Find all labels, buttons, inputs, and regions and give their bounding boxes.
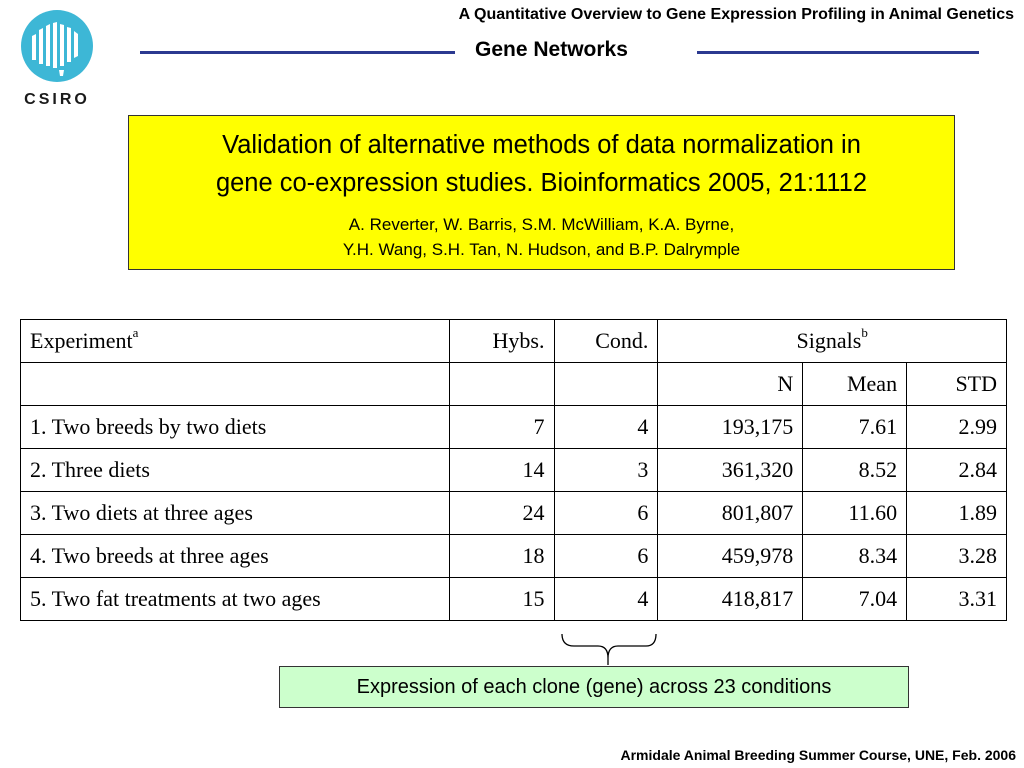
subheader-n: N [657, 362, 804, 406]
header-cond: Cond. [553, 319, 659, 363]
cell-std: 3.31 [906, 577, 1007, 621]
subheader-empty [20, 362, 450, 406]
table-row: 3. Two diets at three ages 24 6 801,807 … [20, 491, 1007, 535]
authors-line-2: Y.H. Wang, S.H. Tan, N. Hudson, and B.P.… [342, 240, 741, 259]
footnote-marker-a: a [132, 325, 139, 340]
subheader-std: STD [906, 362, 1007, 406]
cell-hybs: 14 [448, 448, 555, 492]
footer-text: Armidale Animal Breeding Summer Course, … [620, 747, 1017, 763]
header-hybs: Hybs. [448, 319, 555, 363]
cell-hybs: 15 [448, 577, 555, 621]
cell-cond: 4 [553, 405, 659, 449]
cell-mean: 7.04 [802, 577, 908, 621]
conditions-callout: Expression of each clone (gene) across 2… [279, 666, 909, 708]
cell-hybs: 24 [448, 491, 555, 535]
header-experiment: Experimenta [20, 319, 450, 363]
cell-n: 361,320 [657, 448, 804, 492]
cell-experiment: 4. Two breeds at three ages [20, 534, 450, 578]
table-row: 5. Two fat treatments at two ages 15 4 4… [20, 577, 1007, 621]
subheader-empty [448, 362, 555, 406]
cell-mean: 11.60 [802, 491, 908, 535]
table-row: 1. Two breeds by two diets 7 4 193,175 7… [20, 405, 1007, 449]
cell-n: 193,175 [657, 405, 804, 449]
citation-box: Validation of alternative methods of dat… [128, 115, 955, 270]
table-row: 4. Two breeds at three ages 18 6 459,978… [20, 534, 1007, 578]
paper-title-line-1: Validation of alternative methods of dat… [222, 131, 861, 159]
header-rule-right [697, 51, 979, 54]
cell-n: 459,978 [657, 534, 804, 578]
cell-hybs: 18 [448, 534, 555, 578]
table-subheader-row: N Mean STD [20, 362, 1007, 406]
cell-mean: 7.61 [802, 405, 908, 449]
csiro-logo-label: CSIRO [24, 91, 90, 108]
cell-mean: 8.52 [802, 448, 908, 492]
footnote-marker-b: b [861, 325, 868, 340]
subheader-empty [553, 362, 659, 406]
authors-line-1: A. Reverter, W. Barris, S.M. McWilliam, … [348, 215, 735, 234]
cell-cond: 6 [553, 491, 659, 535]
curly-brace-icon [561, 633, 657, 665]
cell-cond: 3 [553, 448, 659, 492]
presentation-title: A Quantitative Overview to Gene Expressi… [458, 6, 1014, 23]
table-header-row: Experimenta Hybs. Cond. Signalsb [20, 319, 1007, 363]
paper-title: Validation of alternative methods of dat… [129, 126, 954, 202]
section-title: Gene Networks [475, 38, 628, 61]
cell-experiment: 5. Two fat treatments at two ages [20, 577, 450, 621]
cell-experiment: 3. Two diets at three ages [20, 491, 450, 535]
csiro-logo: CSIRO [21, 10, 93, 108]
cell-std: 2.99 [906, 405, 1007, 449]
experiments-table: Experimenta Hybs. Cond. Signalsb N Mean … [20, 319, 1007, 621]
cell-hybs: 7 [448, 405, 555, 449]
header-rule-left [140, 51, 455, 54]
cell-std: 3.28 [906, 534, 1007, 578]
cell-cond: 4 [553, 577, 659, 621]
cell-cond: 6 [553, 534, 659, 578]
table-row: 2. Three diets 14 3 361,320 8.52 2.84 [20, 448, 1007, 492]
cell-n: 418,817 [657, 577, 804, 621]
cell-mean: 8.34 [802, 534, 908, 578]
cell-std: 2.84 [906, 448, 1007, 492]
paper-authors: A. Reverter, W. Barris, S.M. McWilliam, … [129, 212, 954, 262]
paper-title-line-2: gene co-expression studies. Bioinformati… [215, 169, 868, 197]
cell-std: 1.89 [906, 491, 1007, 535]
cell-experiment: 1. Two breeds by two diets [20, 405, 450, 449]
subheader-mean: Mean [802, 362, 908, 406]
header-signals: Signalsb [657, 319, 1007, 363]
csiro-logo-map-icon [32, 22, 78, 76]
cell-n: 801,807 [657, 491, 804, 535]
cell-experiment: 2. Three diets [20, 448, 450, 492]
